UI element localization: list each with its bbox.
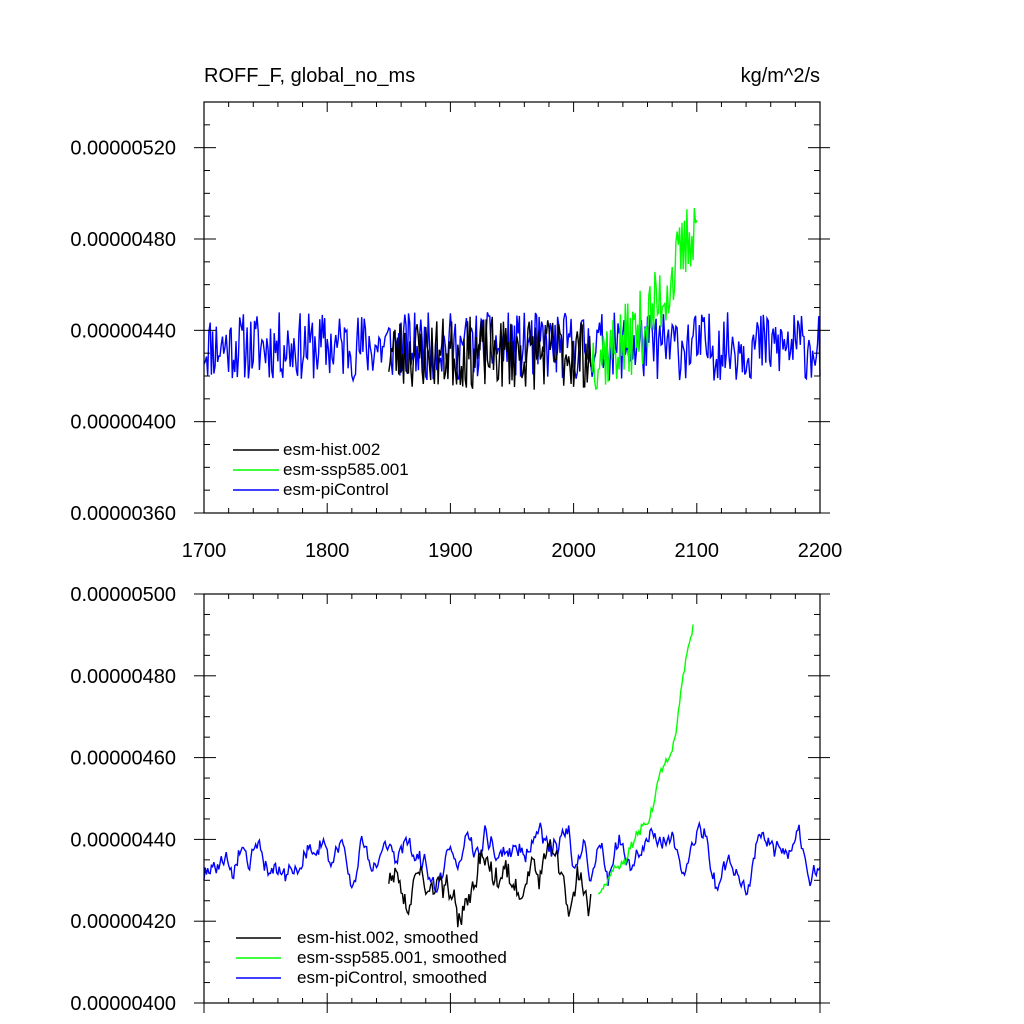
bottom-panel-series [203, 624, 821, 928]
y-tick-label: 0.00000420 [70, 911, 176, 933]
y-tick-label: 0.00000480 [70, 666, 176, 688]
series-line-esm-picontrol-smoothed [203, 820, 821, 896]
top-panel-series [203, 207, 821, 390]
top-panel-title: ROFF_F, global_no_ms [204, 65, 415, 87]
x-tick-label: 2100 [675, 540, 720, 562]
legend-entry: esm-ssp585.001 [283, 460, 409, 479]
y-tick-label: 0.00000460 [70, 748, 176, 770]
y-tick-label: 0.00000400 [70, 993, 176, 1015]
y-tick-label: 0.00000500 [70, 584, 176, 606]
bottom-panel-axes: 0.00000400 0.00000420 0.00000440 0.00000460… [70, 584, 830, 1015]
y-tick-label: 0.00000440 [70, 829, 176, 851]
legend-entry: esm-hist.002, smoothed [297, 928, 478, 947]
top-panel-axes: 1700 1800 1900 2000 2100 2200 0.00000360 0.0000… [70, 101, 843, 562]
x-tick-label: 1700 [182, 540, 227, 562]
y-tick-label: 0.00000360 [70, 503, 176, 525]
y-tick-label: 0.00000440 [70, 320, 176, 342]
x-tick-label: 1900 [428, 540, 473, 562]
legend-entry: esm-ssp585.001, smoothed [297, 948, 507, 967]
top-panel-units: kg/m^2/s [741, 65, 820, 87]
y-tick-label: 0.00000520 [70, 138, 176, 160]
bottom-panel: 0.00000400 0.00000420 0.00000440 0.00000460… [70, 584, 830, 1015]
y-tick-label: 0.00000480 [70, 229, 176, 251]
legend-entry: esm-piControl [283, 480, 389, 499]
legend-entry: esm-hist.002 [283, 440, 380, 459]
y-tick-label: 0.00000400 [70, 412, 176, 434]
x-tick-label: 1800 [305, 540, 350, 562]
series-line-esm-hist-002 [388, 316, 592, 390]
x-tick-label: 2000 [551, 540, 596, 562]
x-tick-label: 2200 [798, 540, 843, 562]
series-line-esm-hist-002-smoothed [388, 839, 592, 928]
series-line-esm-ssp585-001 [591, 207, 698, 390]
top-panel: ROFF_F, global_no_ms kg/m^2/s 1700 1800 19… [70, 65, 842, 562]
series-line-esm-picontrol [203, 312, 821, 384]
legend-entry: esm-piControl, smoothed [297, 968, 487, 987]
series-line-esm-ssp585-001-smoothed [597, 624, 694, 895]
